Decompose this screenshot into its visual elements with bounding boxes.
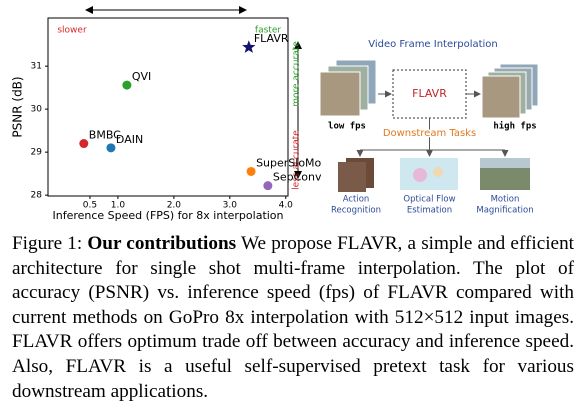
input-frames <box>319 59 377 117</box>
caption-label: Figure 1: <box>12 233 83 254</box>
faster-label: faster <box>255 26 281 36</box>
figure: slower faster more accurate less accurat… <box>11 6 539 222</box>
x-tick-label: 0.5 <box>83 201 97 211</box>
task-label: Motion <box>491 195 520 205</box>
point-label: DAIN <box>116 133 143 146</box>
more-accurate-label: more accurate <box>292 41 302 107</box>
task-label: Action <box>343 195 370 205</box>
point-label: QVI <box>132 70 151 83</box>
task-label: Recognition <box>331 206 381 216</box>
y-axis-title: PSNR (dB) <box>11 76 25 137</box>
task-label: Magnification <box>476 206 533 216</box>
point <box>242 40 256 53</box>
x-tick-label: 2.0 <box>167 201 182 211</box>
task-label: Estimation <box>407 206 452 216</box>
output-frames <box>481 63 539 119</box>
y-tick-label: 28 <box>31 191 43 201</box>
task-label: Optical Flow <box>403 195 455 205</box>
point-label: SepConv <box>273 171 322 184</box>
point-label: BMBC <box>89 129 121 142</box>
model-label: FLAVR <box>412 87 447 100</box>
x-tick-label: 4.0 <box>279 201 294 211</box>
output-label: high fps <box>493 121 536 132</box>
x-axis-title: Inference Speed (FPS) for 8x interpolati… <box>52 209 283 222</box>
downstream-label: Downstream Tasks <box>383 128 476 139</box>
y-tick-label: 30 <box>31 105 43 115</box>
input-label: low fps <box>328 122 366 132</box>
point <box>106 143 116 153</box>
x-tick-label: 3.0 <box>223 201 238 211</box>
caption-heading: Our contributions <box>87 233 237 254</box>
point <box>79 139 89 149</box>
point <box>263 181 273 191</box>
y-tick-label: 29 <box>31 148 43 158</box>
task-images <box>338 158 530 192</box>
x-tick-label: 1.0 <box>111 201 126 211</box>
slower-label: slower <box>57 26 87 36</box>
point <box>122 80 132 90</box>
diagram-title: Video Frame Interpolation <box>368 39 498 50</box>
plot-frame <box>47 17 289 197</box>
point-label: SuperSloMo <box>256 156 321 169</box>
caption-text: We propose FLAVR, a simple and efficient… <box>12 233 574 402</box>
point <box>246 166 256 176</box>
less-accurate-label: less accurate <box>292 130 302 190</box>
y-tick-label: 31 <box>31 62 42 72</box>
point-label: FLAVR <box>254 32 289 45</box>
caption: Figure 1: Our contributions We propose F… <box>12 232 574 404</box>
